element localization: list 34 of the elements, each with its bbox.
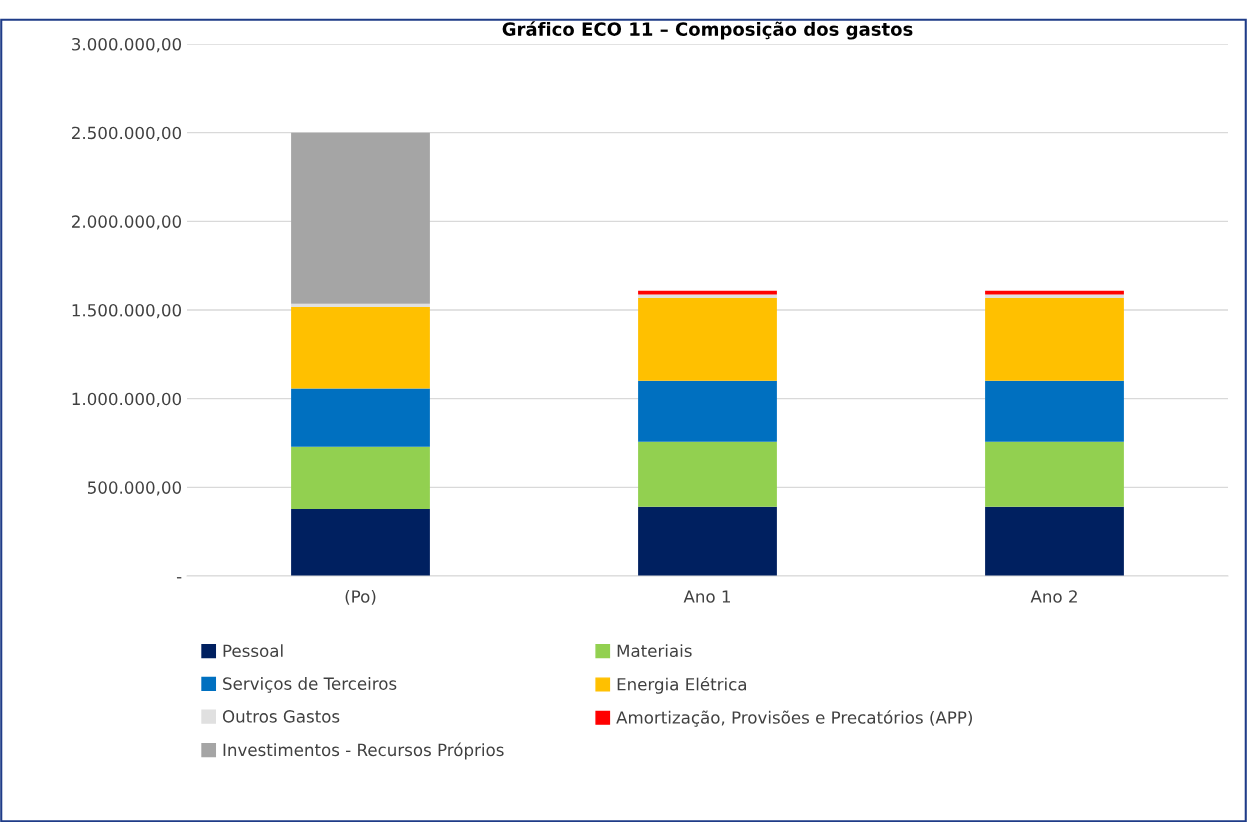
bar bbox=[291, 388, 430, 447]
legend-label: Serviços de Terceiros bbox=[223, 677, 397, 693]
y-tick-label: 3.000.000,00 bbox=[72, 37, 182, 53]
bar bbox=[291, 446, 430, 509]
bar bbox=[985, 380, 1124, 442]
x-tick-label: Ano 2 bbox=[1030, 590, 1077, 603]
bar bbox=[985, 506, 1124, 576]
bar bbox=[291, 306, 430, 389]
bar bbox=[291, 303, 430, 307]
y-tick-label: 500.000,00 bbox=[88, 481, 182, 496]
legend-label: Energia Elétrica bbox=[617, 677, 747, 694]
bar bbox=[638, 380, 777, 442]
bar bbox=[985, 294, 1124, 298]
bar bbox=[985, 441, 1124, 507]
legend-label: Outros Gastos bbox=[222, 710, 340, 723]
y-tick-label: - bbox=[176, 577, 182, 579]
legend-label: Investimentos - Recursos Próprios bbox=[223, 742, 504, 760]
chart-title: Gráfico ECO 11 – Composição dos gastos bbox=[502, 21, 913, 40]
bar bbox=[638, 297, 777, 381]
y-tick-label: 1.500.000,00 bbox=[72, 303, 182, 319]
bar bbox=[985, 297, 1124, 381]
legend-label: Pessoal bbox=[223, 644, 283, 658]
y-tick-label: 2.500.000,00 bbox=[72, 126, 182, 141]
bar bbox=[638, 441, 777, 507]
bar bbox=[291, 508, 430, 576]
bar bbox=[638, 294, 777, 298]
x-tick-label: Ano 1 bbox=[683, 590, 730, 603]
bar bbox=[291, 132, 430, 304]
y-tick-label: 2.000.000,00 bbox=[72, 215, 182, 230]
y-tick-label: 1.000.000,00 bbox=[72, 392, 182, 407]
legend-label: Amortização, Provisões e Precatórios (APP) bbox=[616, 710, 972, 727]
x-tick-label: (Po) bbox=[345, 589, 376, 605]
bar bbox=[638, 506, 777, 576]
legend-label: Materiais bbox=[617, 644, 692, 658]
